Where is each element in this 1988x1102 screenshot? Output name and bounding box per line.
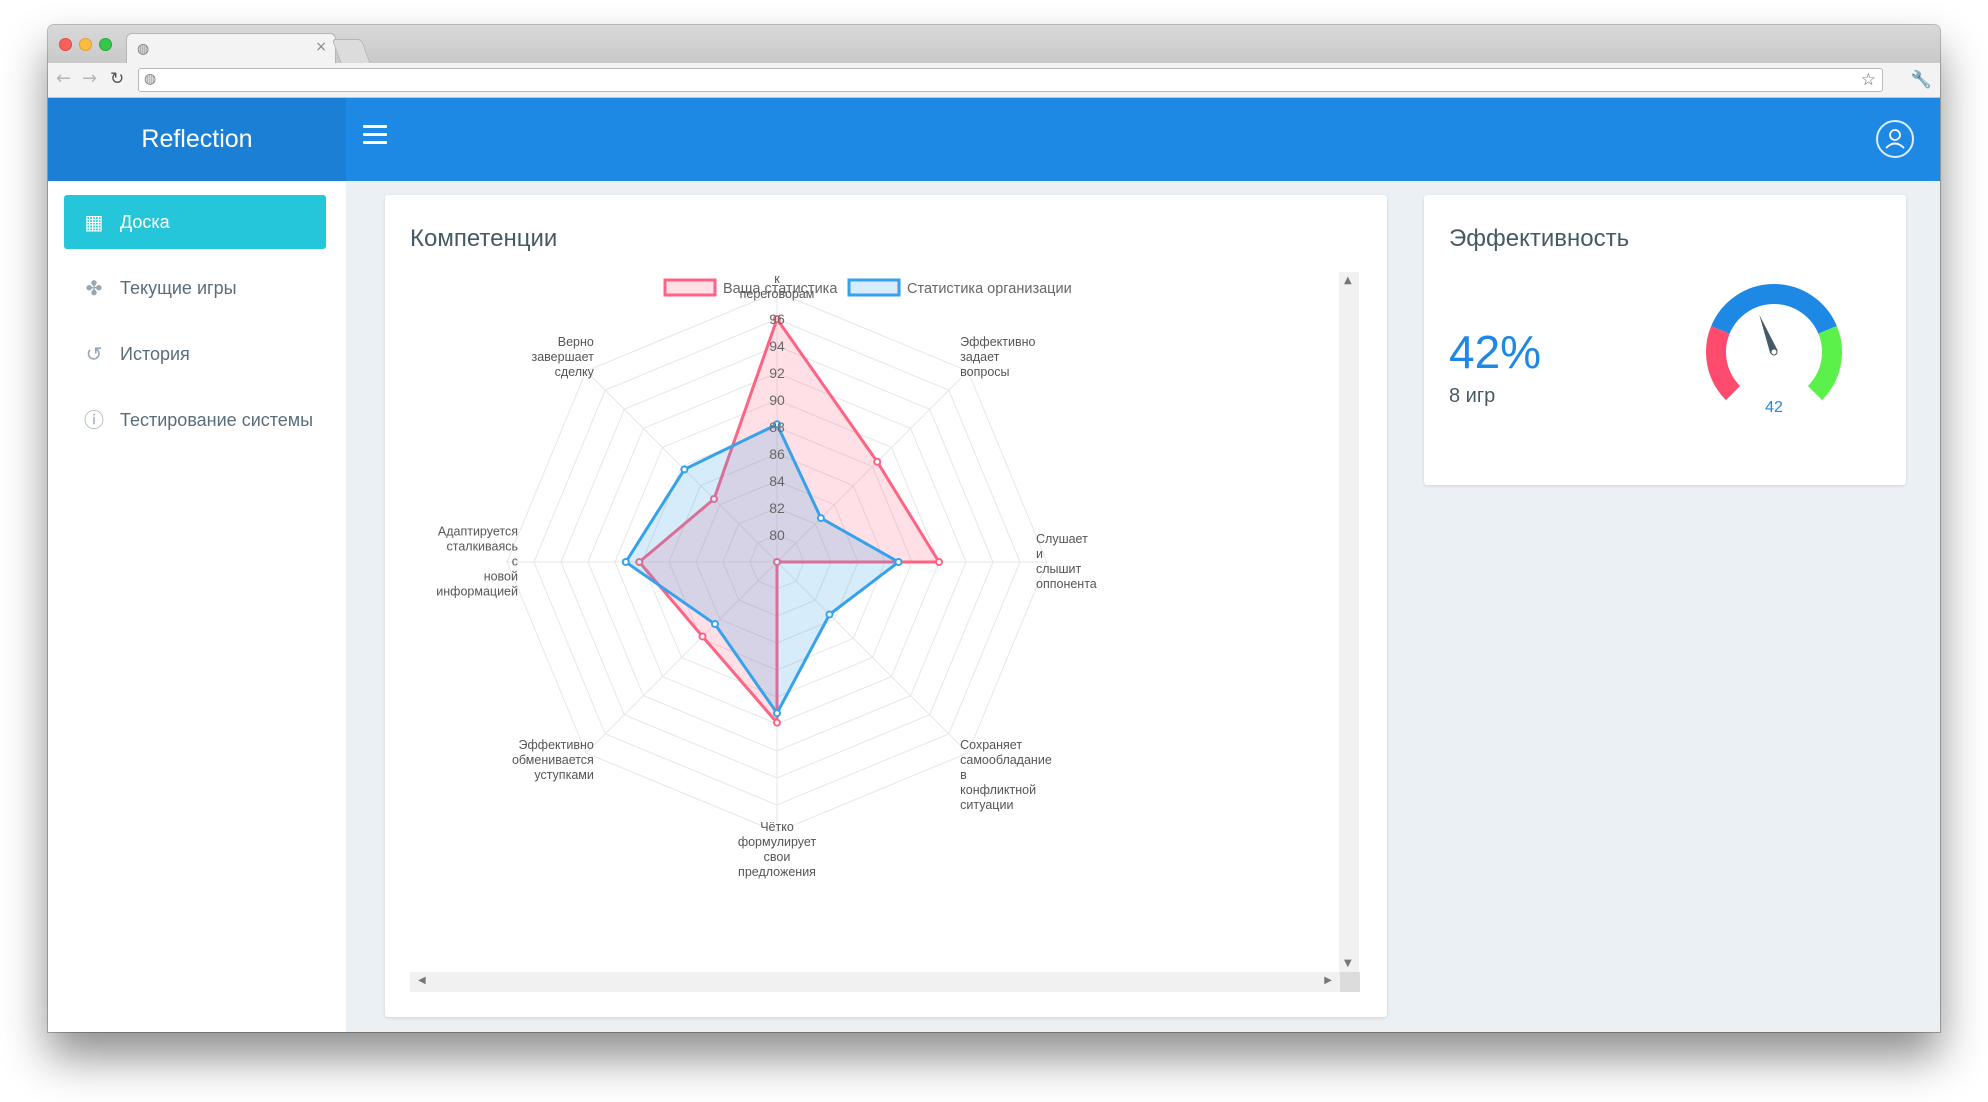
grid-spoke (776, 370, 969, 563)
scroll-left-icon[interactable]: ◀ (418, 975, 426, 986)
efficiency-percent: 42% (1449, 326, 1542, 378)
data-point (773, 558, 781, 566)
menu-toggle-icon[interactable] (363, 125, 387, 147)
data-point (873, 457, 882, 466)
chart-container: 808284868890929496Готовитьсякпереговорам… (410, 257, 1360, 992)
alert-circle-icon: ⓘ (84, 408, 104, 432)
grid-spoke (776, 561, 969, 754)
grid-spoke (585, 561, 778, 754)
vertical-scrollbar[interactable]: ▲ ▼ (1339, 272, 1359, 972)
gauge-needle (1759, 314, 1778, 354)
data-point (773, 718, 781, 727)
axis-label: Сохраняет самообладание в конфликтной ситуац… (960, 738, 1052, 812)
history-icon: ↺ (85, 342, 103, 366)
axis-label: Адаптируется сталкиваясь с новой информацией (436, 525, 518, 599)
tick-label: 92 (769, 365, 785, 381)
tick-label: 86 (769, 446, 785, 462)
gamepad-icon: ✤ (85, 276, 103, 300)
sidebar: ▦ Доска ✤ Текущие игры ↺ История ⓘ Тести… (48, 181, 346, 1032)
scrollbar-corner (1340, 972, 1360, 992)
tab-close-icon[interactable]: × (315, 39, 327, 55)
scroll-down-icon[interactable]: ▼ (1344, 958, 1352, 969)
games-count: 8 игр (1449, 385, 1496, 407)
tick-label: 84 (769, 473, 785, 489)
radar-chart: 808284868890929496Готовитьсякпереговорам… (436, 257, 1097, 879)
data-point (698, 632, 707, 641)
user-icon (1885, 129, 1905, 149)
sidebar-item-label: Тестирование системы (120, 410, 314, 430)
axis-label: Эффективно обменивается уступками (512, 738, 594, 782)
tick-label: 80 (769, 527, 785, 543)
app-header: Reflection (48, 98, 1940, 181)
gauge-segment-high (1807, 325, 1842, 401)
browser-toolbar: ← → ↻ ◍ ☆ 🔧 (48, 63, 1940, 98)
competencies-card: Компетенции 808284868890929496Готовиться… (385, 195, 1387, 1017)
data-point (816, 514, 825, 523)
gauge-value-label: 42 (1765, 399, 1783, 416)
browser-window: ◍ × ← → ↻ ◍ ☆ 🔧 Reflection ▦ Доска (48, 25, 1940, 1032)
address-bar[interactable]: ◍ ☆ (138, 68, 1883, 92)
scroll-up-icon[interactable]: ▲ (1344, 275, 1352, 286)
data-point (709, 494, 718, 503)
efficiency-card: Эффективность 42% 8 игр 42 (1424, 195, 1906, 485)
globe-icon: ◍ (144, 71, 157, 87)
efficiency-gauge: 42 (1706, 284, 1842, 416)
back-arrow-icon[interactable]: ← (56, 68, 72, 89)
sidebar-item-history[interactable]: ↺ История (64, 327, 326, 381)
sidebar-item-label: Текущие игры (120, 278, 237, 298)
tick-label: 94 (769, 338, 785, 354)
axis-label: Чётко формулирует свои предложения (738, 820, 817, 879)
data-point (773, 709, 781, 718)
brand-logo[interactable]: Reflection (48, 98, 346, 181)
data-point (680, 465, 689, 474)
tab-strip: ◍ × (48, 25, 1940, 63)
legend-swatch (663, 278, 717, 297)
card-title: Компетенции (410, 225, 558, 252)
tick-label: 88 (769, 419, 785, 435)
reload-icon[interactable]: ↻ (110, 69, 125, 89)
axis-label: Эффективно задает вопросы (960, 335, 1035, 379)
data-point (773, 315, 781, 323)
scroll-right-icon[interactable]: ▶ (1324, 975, 1332, 986)
data-point (825, 610, 834, 619)
data-point (710, 620, 719, 629)
wrench-icon[interactable]: 🔧 (1910, 70, 1932, 90)
tick-label: 82 (769, 500, 785, 516)
minimize-window-button[interactable] (79, 38, 92, 51)
legend-label: Статистика организации (907, 281, 1072, 297)
data-point (935, 558, 943, 566)
data-point (621, 558, 630, 566)
tick-label: 96 (769, 311, 785, 327)
grid-icon: ▦ (84, 210, 104, 234)
user-profile-button[interactable] (1876, 120, 1914, 158)
gauge-segment-low (1706, 325, 1741, 401)
axis-label: Слушает и слышит оппонента (1036, 532, 1097, 591)
sidebar-item-label: История (120, 344, 190, 364)
data-point (773, 420, 781, 429)
legend-label: Ваша статистика (723, 281, 838, 297)
axis-label: Верно завершает сделку (532, 335, 595, 379)
data-point (894, 558, 903, 566)
forward-arrow-icon[interactable]: → (82, 68, 98, 89)
new-tab-button[interactable] (331, 39, 371, 63)
horizontal-scrollbar[interactable]: ◀ ▶ (410, 972, 1360, 992)
close-window-button[interactable] (59, 38, 72, 51)
gauge-hub (1770, 348, 1778, 356)
maximize-window-button[interactable] (99, 38, 112, 51)
tick-label: 90 (769, 392, 785, 408)
browser-tab[interactable]: ◍ × (126, 33, 336, 63)
grid-spoke (585, 370, 778, 563)
card-title: Эффективность (1449, 225, 1630, 252)
sidebar-item-system-testing[interactable]: ⓘ Тестирование системы (64, 393, 326, 447)
gauge-segment-mid (1711, 284, 1837, 335)
sidebar-item-current-games[interactable]: ✤ Текущие игры (64, 261, 326, 315)
legend-swatch (847, 278, 901, 297)
bookmark-star-icon[interactable]: ☆ (1860, 70, 1876, 90)
sidebar-item-label: Доска (120, 212, 170, 232)
sidebar-item-board[interactable]: ▦ Доска (64, 195, 326, 249)
data-point (635, 558, 644, 566)
globe-icon: ◍ (137, 41, 150, 57)
